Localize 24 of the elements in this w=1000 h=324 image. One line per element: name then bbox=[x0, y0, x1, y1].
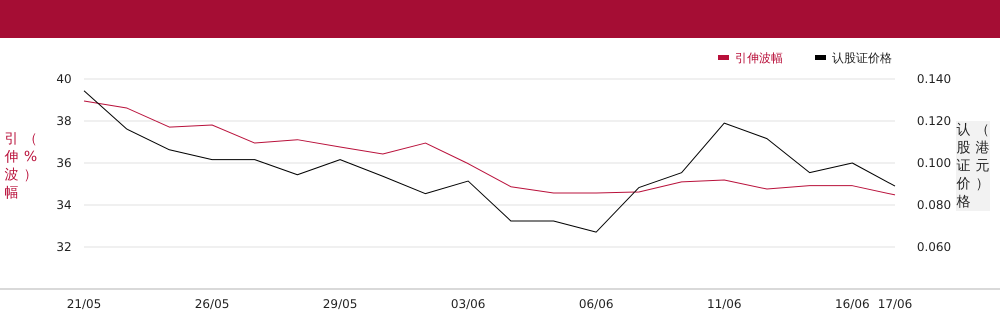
y2-tick-label: 0.120 bbox=[916, 114, 952, 128]
x-tick-label: 06/06 bbox=[578, 297, 614, 311]
y2-axis-title: 认股证价格（港元） bbox=[956, 121, 990, 211]
x-tick-label: 16/06 bbox=[835, 297, 870, 311]
x-tick-label: 26/05 bbox=[194, 297, 230, 311]
y2-tick-label: 0.060 bbox=[916, 240, 952, 254]
y2-tick-label: 0.100 bbox=[916, 156, 952, 170]
x-tick-label: 17/06 bbox=[878, 297, 912, 311]
y2-tick-label: 0.080 bbox=[916, 198, 952, 212]
y-axis-title: 引伸波幅（%） bbox=[4, 130, 38, 202]
y-tick-label: 38 bbox=[56, 114, 72, 128]
x-tick-label: 03/06 bbox=[450, 297, 486, 311]
y-tick-label: 32 bbox=[56, 240, 72, 254]
y2-tick-label: 0.140 bbox=[916, 72, 952, 86]
legend-label: 引伸波幅 bbox=[735, 51, 783, 65]
y-tick-label: 40 bbox=[56, 72, 72, 86]
x-tick-label: 29/05 bbox=[322, 297, 358, 311]
x-tick-label: 11/06 bbox=[706, 297, 742, 311]
y-tick-label: 36 bbox=[56, 156, 72, 170]
x-tick-label: 21/05 bbox=[66, 297, 102, 311]
y-tick-label: 34 bbox=[56, 198, 72, 212]
line-series bbox=[84, 100, 896, 196]
legend-label: 认股证价格 bbox=[832, 51, 892, 65]
line-series bbox=[84, 90, 896, 233]
